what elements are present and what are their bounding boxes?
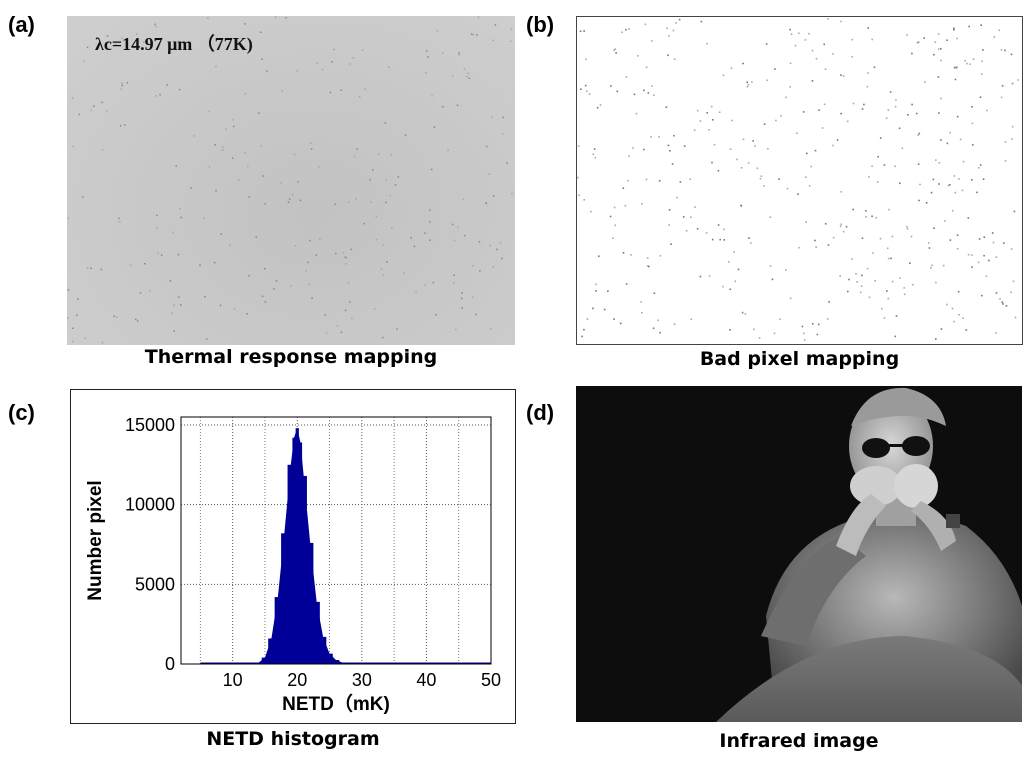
panel-a-label: (a) <box>8 12 35 37</box>
netd-histogram-chart: 10 20 30 40 50 0 5000 10000 15000 NETD（mK) Numbe… <box>85 415 501 715</box>
netd-histogram-frame: 10 20 30 40 50 0 5000 10000 15000 NETD（mK) Numbe… <box>70 389 516 724</box>
caption-thermal-response: Thermal response mapping <box>144 346 438 368</box>
y-tick-label: 0 <box>165 654 175 674</box>
chart-grid <box>181 417 492 665</box>
bad-pixel-dots <box>577 18 1019 341</box>
thermal-response-map: λc=14.97 μm （77K) <box>67 16 515 345</box>
chart-ticks: 10 20 30 40 50 0 5000 10000 15000 <box>125 415 501 690</box>
x-tick-label: 10 <box>223 670 243 690</box>
panel-c-label: (c) <box>8 400 35 425</box>
y-tick-label: 5000 <box>135 574 175 594</box>
cutoff-wavelength-annotation: λc=14.97 μm （77K) <box>95 34 253 54</box>
panel-d-label: (d) <box>526 400 555 425</box>
y-tick-label: 15000 <box>125 415 175 435</box>
x-tick-label: 40 <box>416 670 436 690</box>
infrared-person-illustration <box>716 387 1022 722</box>
caption-netd-histogram: NETD histogram <box>206 728 380 750</box>
x-tick-label: 50 <box>481 670 501 690</box>
plot-area-border <box>180 416 492 665</box>
x-tick-label: 20 <box>287 670 307 690</box>
x-axis-label: NETD（mK) <box>282 692 390 715</box>
caption-bad-pixel: Bad pixel mapping <box>699 348 900 370</box>
histogram-area <box>255 428 353 664</box>
y-tick-label: 10000 <box>125 495 175 515</box>
y-axis-label: Number pixel <box>85 480 106 600</box>
thermal-map-noise <box>67 16 513 344</box>
panel-b-label: (b) <box>526 12 555 37</box>
chart-bars <box>200 428 491 664</box>
x-tick-label: 30 <box>352 670 372 690</box>
infrared-image <box>576 386 1022 722</box>
bad-pixel-map <box>576 16 1023 345</box>
caption-infrared-image: Infrared image <box>719 730 879 752</box>
